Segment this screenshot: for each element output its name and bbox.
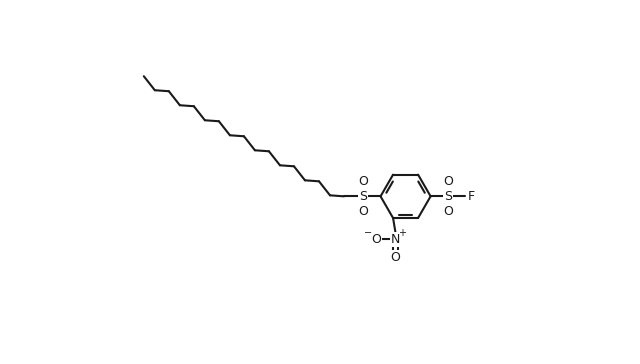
Text: O: O <box>443 205 453 218</box>
Text: S: S <box>359 190 367 203</box>
Text: O: O <box>443 175 453 188</box>
Text: F: F <box>468 190 475 203</box>
Text: N: N <box>391 233 400 246</box>
Text: S: S <box>444 190 452 203</box>
Text: +: + <box>397 228 406 238</box>
Text: O: O <box>390 250 401 264</box>
Text: O: O <box>358 175 368 188</box>
Text: O: O <box>372 233 381 246</box>
Text: −: − <box>364 228 372 238</box>
Text: O: O <box>358 205 368 218</box>
